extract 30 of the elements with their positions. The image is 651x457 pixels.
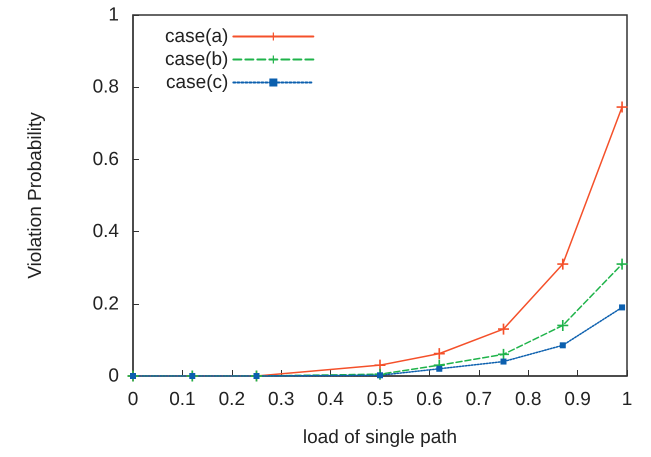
point — [500, 358, 506, 365]
point — [616, 102, 628, 113]
x-tick-label: 0.3 — [268, 389, 294, 410]
y-tick-label: 0.2 — [92, 293, 119, 314]
y-tick-label: 0.8 — [92, 76, 119, 98]
x-tick-label: 0.9 — [564, 389, 591, 410]
point — [436, 366, 442, 372]
point — [560, 342, 566, 348]
point — [498, 324, 509, 335]
x-tick-label: 0.6 — [416, 389, 443, 410]
x-tick-label: 1 — [622, 389, 632, 410]
legend-label: case(b) — [164, 49, 228, 70]
x-axis-title: load of single path — [302, 427, 458, 448]
point — [619, 304, 626, 310]
y-tick-label: 0.4 — [92, 221, 120, 242]
x-tick-label: 0.8 — [514, 389, 542, 410]
y-tick-label: 0 — [108, 366, 119, 386]
y-tick-label: 1 — [108, 4, 119, 26]
point — [557, 320, 568, 331]
legend-label: case(a) — [164, 26, 228, 47]
x-tick-label: 0.2 — [218, 389, 246, 410]
y-axis-title: Violation Probability — [25, 112, 46, 279]
legend-label: case(c) — [166, 72, 228, 93]
x-tick-label: 0.5 — [366, 389, 394, 410]
point — [616, 258, 628, 270]
x-tick-label: 0.7 — [466, 389, 492, 410]
x-tick-label: 0 — [128, 389, 138, 410]
y-tick-label: 0.6 — [92, 148, 119, 170]
x-tick-label: 0.4 — [317, 389, 344, 410]
x-tick-label: 0.1 — [169, 389, 196, 410]
